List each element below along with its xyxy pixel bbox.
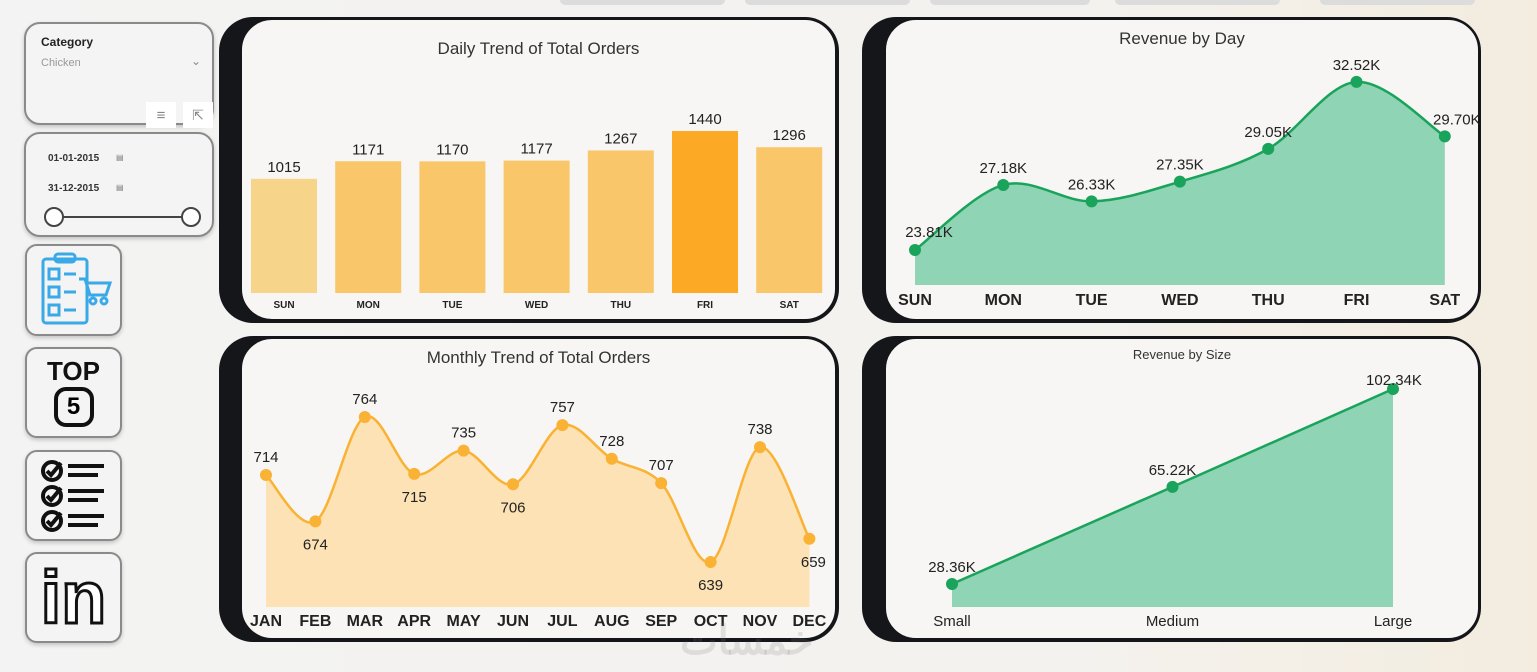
- category-dropdown[interactable]: Chicken ⌄: [41, 54, 201, 75]
- chevron-down-icon: ⌄: [190, 54, 201, 68]
- top5-nav-button[interactable]: TOP 5: [25, 347, 122, 438]
- top-tab[interactable]: [1115, 0, 1280, 5]
- clipboard-cart-icon: [41, 252, 112, 325]
- slider-track: [54, 216, 192, 218]
- watermark: خمسات: [680, 619, 814, 663]
- top-tab[interactable]: [930, 0, 1090, 5]
- filter-icon[interactable]: ≡: [146, 102, 176, 128]
- end-date-input[interactable]: 31-12-2015: [48, 183, 100, 194]
- top-tab[interactable]: [560, 0, 725, 5]
- calendar-icon[interactable]: ▤: [116, 183, 124, 192]
- focus-mode-icon[interactable]: ⇱: [183, 102, 213, 128]
- linkedin-button[interactable]: in: [25, 552, 122, 643]
- top5-number: 5: [66, 393, 81, 420]
- orders-nav-button[interactable]: [25, 244, 122, 336]
- category-slicer: Category Chicken ⌄: [24, 22, 214, 125]
- calendar-icon[interactable]: ▤: [116, 153, 124, 162]
- category-label: Category: [41, 35, 94, 49]
- checklist-icon: [40, 459, 104, 532]
- badge-icon: 5: [53, 387, 94, 427]
- top-label: TOP: [47, 356, 100, 386]
- linkedin-icon: in: [39, 555, 108, 639]
- checklist-nav-button[interactable]: [25, 450, 122, 541]
- start-date-input[interactable]: 01-01-2015: [48, 153, 100, 164]
- slider-start-handle[interactable]: [44, 207, 64, 227]
- chart-title: Revenue by Size: [1132, 347, 1232, 362]
- chart-title: Monthly Trend of Total Orders: [426, 348, 651, 367]
- slider-end-handle[interactable]: [181, 207, 201, 227]
- category-value: Chicken: [41, 57, 81, 69]
- chart-title: Revenue by Day: [1119, 29, 1245, 48]
- date-slicer: 01-01-2015 ▤ 31-12-2015 ▤: [24, 132, 214, 237]
- top-tab[interactable]: [1320, 0, 1475, 5]
- top-tab[interactable]: [745, 0, 910, 5]
- chart-title: Daily Trend of Total Orders: [437, 39, 640, 58]
